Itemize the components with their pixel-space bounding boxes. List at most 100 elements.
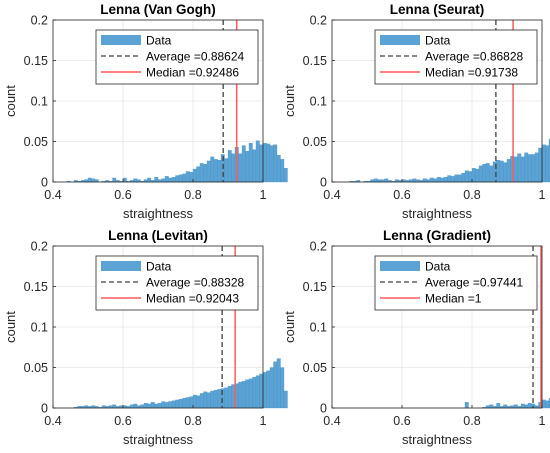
histogram-bar [196, 166, 201, 183]
legend-entry-median: Median =0.92486 [146, 66, 239, 80]
histogram-bar [503, 162, 508, 183]
histogram-bar [545, 400, 550, 409]
histogram-bar [506, 159, 511, 183]
histogram-bar [248, 378, 253, 409]
histogram-bar [259, 373, 264, 409]
y-axis-label: count [282, 85, 297, 117]
histogram-bar [273, 144, 278, 183]
y-tick-label: 0.1 [31, 321, 48, 335]
histogram-bar [482, 164, 487, 183]
histogram-panel-4: 0.4 0.6 0.8 1 0 0.05 0.1 0.15 0.2 Lenna (Gradient… [282, 228, 550, 447]
x-tick-label: 1 [260, 188, 267, 202]
histogram-bar [241, 145, 246, 183]
histogram-bar [217, 389, 222, 409]
histogram-bar [513, 156, 518, 183]
histogram-bar [161, 401, 166, 409]
histogram-bar [217, 159, 222, 183]
chart-title: Lenna (Levitan) [108, 228, 208, 243]
histogram-bar [489, 165, 494, 183]
histogram-bar [280, 159, 285, 183]
legend-entry-average: Average =0.88328 [146, 276, 245, 290]
histogram-bar [189, 172, 194, 183]
histogram-bar [534, 152, 539, 183]
histogram-bar [464, 402, 469, 409]
histogram-bar [213, 159, 218, 183]
y-axis-label: count [282, 311, 297, 343]
histogram-bar [164, 402, 169, 409]
histogram-bar [171, 400, 176, 409]
y-axis-label: count [3, 311, 18, 343]
histogram-bar [248, 142, 253, 183]
legend: Data Average =0.86828 Median =0.91738 [374, 29, 538, 85]
histogram-bar [524, 152, 529, 183]
histogram-bar [262, 372, 267, 409]
histogram-bar [266, 143, 271, 183]
histogram-bar [192, 394, 197, 409]
histogram-bar [203, 164, 208, 183]
histogram-bar [527, 402, 532, 409]
x-tick-label: 0.8 [184, 414, 201, 428]
y-tick-label: 0.05 [303, 361, 327, 375]
histogram-bar [213, 390, 218, 409]
legend: Data Average =0.88624 Median =0.92486 [95, 29, 259, 85]
histogram-bar [192, 168, 197, 183]
histogram-bar [199, 393, 204, 409]
histogram-bar [129, 404, 134, 409]
legend-data-swatch [101, 261, 141, 271]
histogram-bar [241, 381, 246, 409]
histogram-bar [464, 170, 469, 183]
histogram-bar [252, 149, 257, 183]
histogram-bar [245, 379, 250, 409]
histogram-bar [259, 144, 264, 183]
legend-entry-median: Median =1 [425, 292, 482, 306]
chart-title: Lenna (Seurat) [390, 2, 485, 17]
x-tick-label: 0.6 [114, 414, 131, 428]
histogram-bar [224, 158, 229, 183]
x-tick-label: 0.4 [323, 188, 340, 202]
histogram-bar [122, 177, 127, 183]
histogram-bar [161, 178, 166, 183]
histogram-bar [496, 159, 501, 183]
histogram-bar [185, 171, 190, 183]
histogram-bar [520, 156, 525, 183]
y-axis-label: count [3, 85, 18, 117]
histogram-bar [164, 176, 169, 183]
histogram-bar [520, 403, 525, 409]
histogram-bar [283, 168, 288, 183]
histogram-bar [545, 145, 550, 183]
histogram-bar [185, 397, 190, 409]
x-tick-label: 1 [260, 414, 267, 428]
x-tick-label: 1 [539, 188, 546, 202]
histogram-bar [203, 391, 208, 409]
histogram-bar [262, 142, 267, 183]
histogram-bar [143, 402, 148, 409]
histogram-bar [178, 398, 183, 409]
histogram-bar [496, 402, 501, 409]
histogram-bar [447, 175, 452, 183]
legend-entry-average: Average =0.97441 [425, 276, 524, 290]
legend-entry-data: Data [425, 34, 451, 48]
histogram-bar [450, 176, 455, 183]
histogram-bar [140, 404, 145, 409]
histogram-bar [531, 154, 536, 183]
histogram-bar [196, 395, 201, 409]
legend-data-swatch [380, 261, 420, 271]
histogram-bar [210, 390, 215, 409]
histogram-bar [238, 153, 243, 183]
histogram-bar [485, 163, 490, 183]
histogram-bar [503, 404, 508, 409]
histogram-bar [147, 403, 152, 409]
legend-entry-median: Median =0.92043 [146, 292, 239, 306]
histogram-bar [206, 392, 211, 409]
histogram-bar [199, 163, 204, 183]
histogram-bar [429, 177, 434, 183]
histogram-bar [227, 150, 232, 183]
legend-data-swatch [380, 35, 420, 45]
histogram-bar [443, 176, 448, 183]
histogram-panel-3: 0.4 0.6 0.8 1 0 0.05 0.1 0.15 0.2 Lenna (Levitan)… [3, 228, 288, 447]
x-tick-label: 0.6 [393, 414, 410, 428]
y-tick-label: 0 [320, 176, 327, 190]
y-tick-label: 0.15 [303, 280, 327, 294]
histogram-bar [245, 151, 250, 183]
